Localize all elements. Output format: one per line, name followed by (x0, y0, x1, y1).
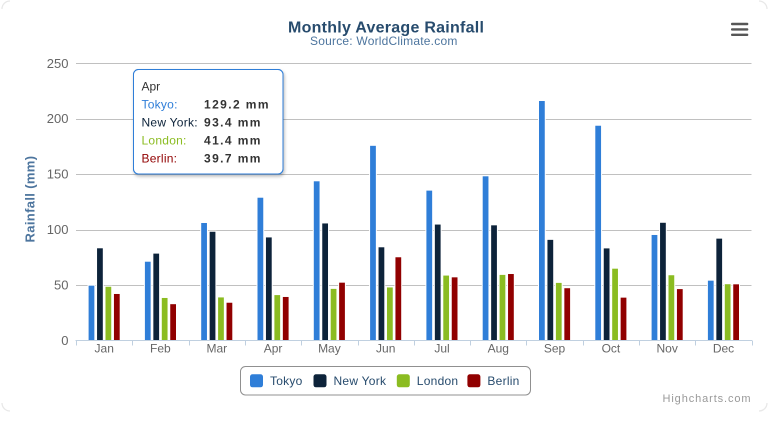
svg-text:100: 100 (47, 222, 69, 237)
svg-text:London: London (417, 374, 459, 388)
svg-text:Berlin:: Berlin: (142, 152, 178, 166)
svg-text:Jul: Jul (434, 342, 449, 356)
svg-text:Source: WorldClimate.com: Source: WorldClimate.com (310, 34, 458, 48)
svg-text:Jun: Jun (376, 342, 395, 356)
svg-text:Monthly Average Rainfall: Monthly Average Rainfall (288, 19, 484, 36)
svg-text:200: 200 (47, 111, 69, 126)
svg-text:Apr: Apr (142, 80, 161, 94)
svg-text:New York: New York (334, 374, 387, 388)
svg-text:Jan: Jan (95, 342, 114, 356)
svg-text:39.7 mm: 39.7 mm (204, 152, 262, 166)
svg-text:41.4 mm: 41.4 mm (204, 134, 262, 148)
svg-text:New York:: New York: (142, 116, 198, 130)
svg-text:Dec: Dec (713, 342, 734, 356)
svg-text:Nov: Nov (657, 342, 678, 356)
svg-text:Berlin: Berlin (487, 374, 519, 388)
svg-text:Tokyo: Tokyo (270, 374, 303, 388)
svg-text:Oct: Oct (602, 342, 621, 356)
svg-text:250: 250 (47, 56, 69, 71)
svg-text:Feb: Feb (150, 342, 171, 356)
svg-text:Apr: Apr (264, 342, 283, 356)
svg-text:50: 50 (54, 278, 68, 293)
svg-text:150: 150 (47, 167, 69, 182)
svg-text:Sep: Sep (544, 342, 566, 356)
svg-text:London:: London: (142, 134, 187, 148)
svg-text:Tokyo:: Tokyo: (142, 98, 178, 112)
svg-text:Aug: Aug (488, 342, 509, 356)
svg-text:93.4 mm: 93.4 mm (204, 116, 262, 130)
svg-text:Rainfall (mm): Rainfall (mm) (23, 156, 38, 243)
svg-text:129.2 mm: 129.2 mm (204, 98, 270, 112)
svg-text:Highcharts.com: Highcharts.com (662, 393, 751, 405)
svg-text:0: 0 (61, 333, 68, 348)
svg-text:May: May (318, 342, 341, 356)
svg-text:Mar: Mar (206, 342, 227, 356)
